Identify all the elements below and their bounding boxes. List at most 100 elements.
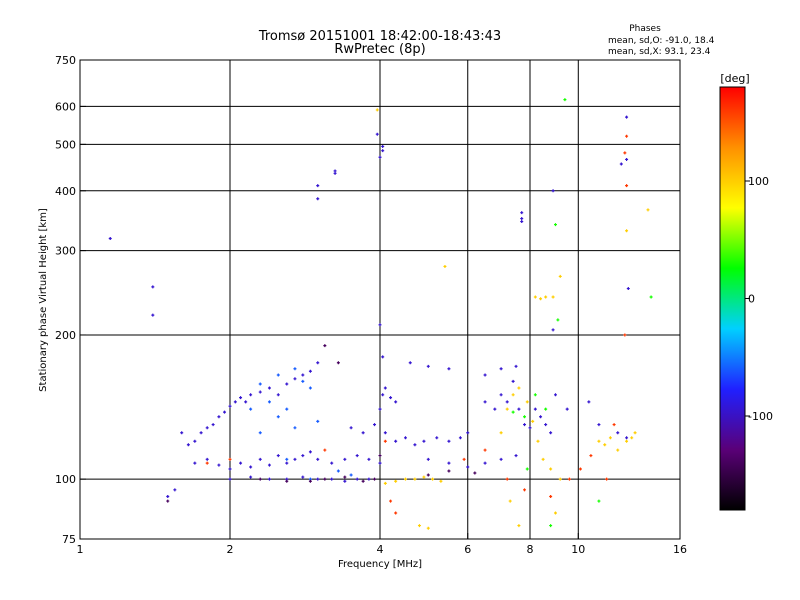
- grid-lines: [80, 60, 680, 539]
- data-point: [199, 431, 203, 435]
- data-point: [381, 355, 385, 359]
- data-point: [549, 524, 553, 528]
- data-point: [308, 479, 312, 483]
- data-point: [228, 404, 232, 408]
- data-point: [458, 436, 462, 440]
- data-point: [413, 443, 417, 447]
- data-point: [619, 162, 623, 166]
- data-point: [499, 367, 503, 371]
- data-point: [505, 477, 509, 481]
- data-point: [217, 463, 221, 467]
- data-point: [323, 448, 327, 452]
- data-point: [343, 479, 347, 483]
- data-point: [293, 377, 297, 381]
- data-point: [381, 149, 385, 153]
- data-point: [378, 454, 382, 458]
- data-point: [403, 477, 407, 481]
- y-tick-label: 400: [55, 185, 76, 198]
- data-point: [578, 467, 582, 471]
- data-point: [336, 361, 340, 365]
- data-point: [597, 439, 601, 443]
- data-point: [549, 467, 553, 471]
- x-tick-label: 16: [673, 543, 687, 556]
- data-point: [520, 220, 524, 224]
- data-point: [378, 323, 382, 327]
- data-point: [293, 457, 297, 461]
- data-point: [108, 236, 112, 240]
- data-point: [211, 423, 215, 427]
- data-point: [511, 410, 515, 414]
- data-point: [258, 431, 262, 435]
- data-point: [267, 386, 271, 390]
- data-point: [563, 98, 567, 102]
- data-point: [499, 431, 503, 435]
- data-point: [389, 499, 393, 503]
- data-point: [551, 328, 555, 332]
- data-point: [151, 313, 155, 317]
- data-point: [544, 295, 548, 299]
- y-tick-label: 600: [55, 100, 76, 113]
- data-point: [361, 431, 365, 435]
- chart-title: Tromsø 20151001 18:42:00-18:43:43: [258, 29, 501, 44]
- data-point: [151, 285, 155, 289]
- data-point: [435, 436, 439, 440]
- data-point: [166, 495, 170, 498]
- data-point: [597, 499, 601, 503]
- data-point: [447, 461, 451, 465]
- chart-subtitle: RwPretec (8p): [334, 42, 425, 57]
- data-point: [381, 144, 385, 148]
- data-point: [447, 367, 451, 371]
- y-tick-label: 75: [62, 533, 76, 546]
- data-point: [301, 379, 305, 383]
- data-point: [531, 419, 535, 423]
- data-point: [378, 407, 382, 411]
- data-point: [422, 475, 426, 479]
- data-point: [173, 488, 177, 492]
- data-point: [499, 457, 503, 461]
- data-point: [258, 477, 262, 481]
- data-point: [367, 477, 371, 481]
- data-point: [597, 423, 601, 427]
- data-point: [301, 454, 305, 458]
- data-point: [612, 423, 616, 427]
- data-point: [223, 410, 227, 414]
- data-point: [528, 426, 532, 430]
- colorbar-tick-label: -100: [748, 410, 773, 423]
- data-point: [228, 467, 232, 471]
- plot-frame: [79, 59, 681, 540]
- data-point: [293, 426, 297, 430]
- data-point: [605, 477, 609, 481]
- data-point: [249, 393, 253, 397]
- data-point: [343, 475, 347, 479]
- y-tick-label: 300: [55, 245, 76, 258]
- data-point: [539, 415, 543, 419]
- data-point: [258, 390, 262, 394]
- data-point: [616, 431, 620, 435]
- data-point: [323, 477, 327, 481]
- data-point: [285, 457, 289, 461]
- data-point: [316, 457, 320, 461]
- data-point: [228, 477, 232, 481]
- data-point: [301, 373, 305, 377]
- data-point: [553, 393, 557, 397]
- data-point: [517, 386, 521, 390]
- x-tick-label: 6: [464, 543, 471, 556]
- data-point: [258, 382, 262, 386]
- data-point: [549, 431, 553, 435]
- data-point: [378, 461, 382, 465]
- y-tick-label: 500: [55, 138, 76, 151]
- data-point: [383, 481, 387, 485]
- data-point: [544, 407, 548, 411]
- data-point: [514, 364, 518, 368]
- data-point: [625, 134, 629, 138]
- data-point: [383, 439, 387, 443]
- data-point: [649, 295, 653, 299]
- data-point: [587, 400, 591, 404]
- x-tick-label: 4: [377, 543, 384, 556]
- data-point: [483, 373, 487, 377]
- data-point: [336, 469, 340, 473]
- data-point: [625, 439, 629, 443]
- data-point: [517, 407, 521, 411]
- data-point: [381, 393, 385, 397]
- data-points: [108, 98, 653, 530]
